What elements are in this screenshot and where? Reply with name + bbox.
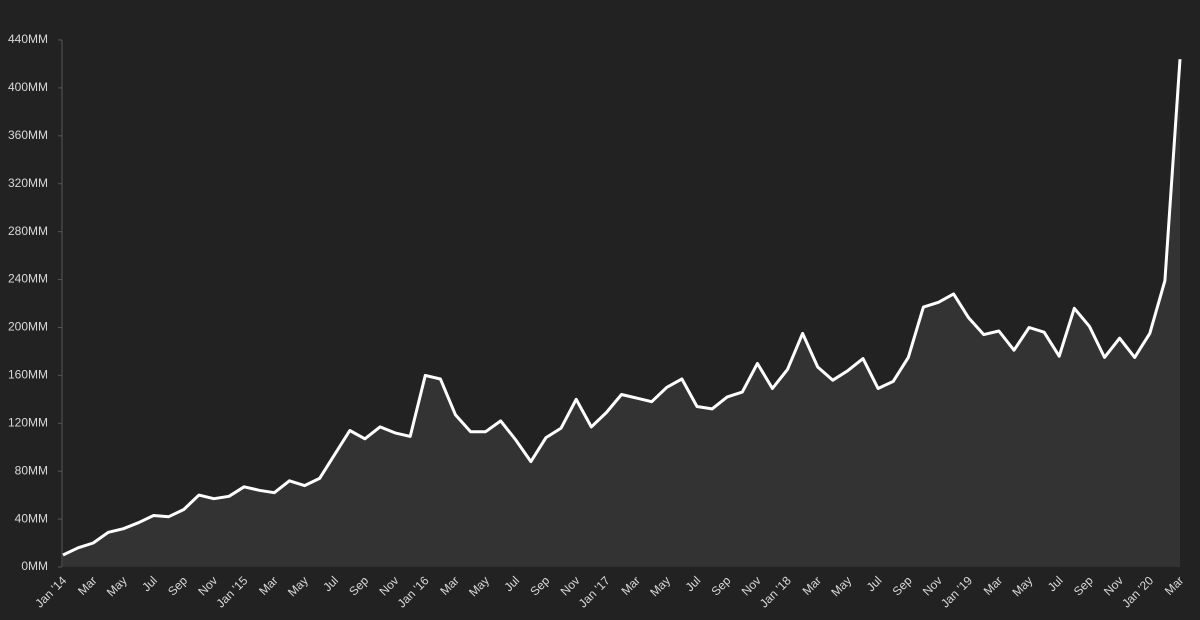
x-tick-label: Jul (1045, 573, 1066, 594)
x-tick-label: May (104, 573, 130, 599)
x-tick-label: Jul (501, 573, 522, 594)
x-tick-label: May (828, 573, 854, 599)
x-tick-label: Nov (739, 573, 764, 598)
line (62, 59, 1182, 557)
x-tick-label: Jul (864, 573, 885, 594)
x-tick-label: Jan '20 (1119, 573, 1156, 610)
x-tick-label: Mar (1162, 573, 1187, 598)
area (63, 59, 1180, 567)
x-tick-label: Jul (139, 573, 160, 594)
x-tick-label: Nov (195, 573, 220, 598)
x-tick-label: Mar (75, 573, 100, 598)
x-tick-label: Mar (437, 573, 462, 598)
x-tick-label: Nov (558, 573, 583, 598)
y-tick-label: 40MM (15, 511, 48, 525)
x-tick-label: Mar (256, 573, 281, 598)
x-tick-label: May (285, 573, 311, 599)
x-tick-label: Sep (527, 573, 552, 598)
x-tick-label: Nov (376, 573, 401, 598)
x-tick-label: Jan '19 (938, 573, 975, 610)
y-tick-label: 120MM (8, 415, 48, 429)
y-tick-label: 440MM (8, 32, 48, 46)
x-tick-label: Sep (1071, 573, 1096, 598)
x-tick-label: Mar (618, 573, 643, 598)
x-tick-label: May (466, 573, 492, 599)
y-tick-label: 0MM (21, 559, 48, 573)
x-tick-label: Mar (981, 573, 1006, 598)
y-tick-label: 200MM (8, 320, 48, 334)
x-tick-label: Nov (1101, 573, 1126, 598)
x-tick-label: Jan '16 (395, 573, 432, 610)
x-tick-label: Jul (683, 573, 704, 594)
x-tick-label: Jul (320, 573, 341, 594)
y-tick-label: 400MM (8, 80, 48, 94)
y-tick-label: 360MM (8, 128, 48, 142)
x-tick-label: May (647, 573, 673, 599)
y-tick-label: 80MM (15, 463, 48, 477)
x-tick-label: Jan '17 (576, 573, 613, 610)
x-tick-label: Sep (709, 573, 734, 598)
y-tick-label: 160MM (8, 368, 48, 382)
x-tick-label: Sep (165, 573, 190, 598)
y-tick-label: 320MM (8, 176, 48, 190)
y-tick-label: 280MM (8, 224, 48, 238)
x-tick-label: Sep (346, 573, 371, 598)
x-tick-label: May (1009, 573, 1035, 599)
y-tick-label: 240MM (8, 272, 48, 286)
x-tick-label: Jan '14 (32, 573, 69, 610)
x-tick-label: Sep (890, 573, 915, 598)
x-tick-label: Jan '15 (213, 573, 250, 610)
x-tick-label: Nov (920, 573, 945, 598)
x-tick-label: Mar (800, 573, 825, 598)
x-tick-label: Jan '18 (757, 573, 794, 610)
